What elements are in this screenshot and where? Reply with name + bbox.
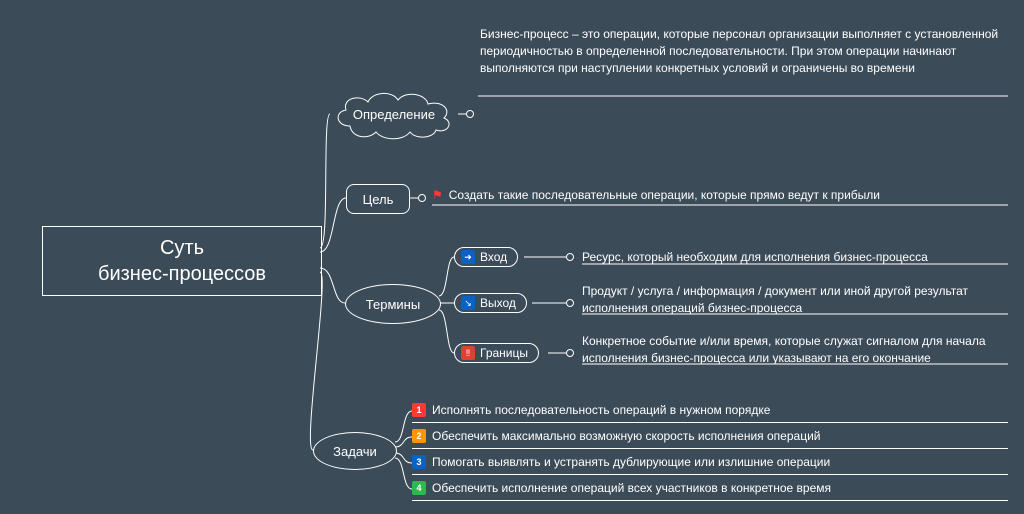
- node-definition-label: Определение: [353, 107, 435, 122]
- connector-dot: [566, 253, 574, 261]
- pill-bounds: ‼ Границы: [454, 343, 539, 363]
- task-2-text: Обеспечить максимально возможную скорост…: [432, 429, 820, 443]
- pill-bounds-label: Границы: [480, 346, 528, 360]
- connector-dot: [418, 194, 426, 202]
- connector-dot: [566, 349, 574, 357]
- arrow-out-icon: ↘: [461, 296, 475, 310]
- connector-dot: [466, 110, 474, 118]
- pill-input-label: Вход: [480, 250, 507, 264]
- goal-description: Создать такие последовательные операции,…: [449, 188, 880, 202]
- root-node: Суть бизнес-процессов: [42, 226, 322, 296]
- task-item-2: 2 Обеспечить максимально возможную скоро…: [412, 427, 1008, 449]
- root-label-line1: Суть: [160, 235, 204, 261]
- pill-output-label: Выход: [480, 296, 516, 310]
- node-tasks: Задачи: [313, 432, 397, 470]
- root-label-line2: бизнес-процессов: [98, 261, 266, 287]
- node-terms: Термины: [345, 284, 441, 324]
- node-definition: Определение: [330, 88, 458, 140]
- pill-bounds-desc: Конкретное событие и/или время, которые …: [582, 333, 1012, 367]
- pill-output: ↘ Выход: [454, 293, 527, 313]
- arrow-right-icon: ➜: [461, 250, 475, 264]
- pill-input: ➜ Вход: [454, 247, 518, 267]
- badge-3: 3: [412, 455, 426, 469]
- flag-icon: ⚑: [432, 188, 443, 202]
- task-1-text: Исполнять последовательность операций в …: [432, 403, 770, 417]
- badge-2: 2: [412, 429, 426, 443]
- node-goal: Цель: [346, 184, 410, 214]
- task-item-1: 1 Исполнять последовательность операций …: [412, 401, 1008, 423]
- task-4-text: Обеспечить исполнение операций всех учас…: [432, 481, 831, 495]
- badge-4: 4: [412, 481, 426, 495]
- alert-icon: ‼: [461, 346, 475, 360]
- badge-1: 1: [412, 403, 426, 417]
- definition-description: Бизнес-процесс – это операции, которые п…: [480, 26, 1000, 76]
- task-3-text: Помогать выявлять и устранять дублирующи…: [432, 455, 830, 469]
- pill-output-desc: Продукт / услуга / информация / документ…: [582, 283, 1012, 317]
- node-terms-label: Термины: [366, 297, 420, 312]
- pill-input-desc: Ресурс, который необходим для исполнения…: [582, 249, 1012, 266]
- goal-description-row: ⚑ Создать такие последовательные операци…: [432, 186, 1008, 207]
- connector-dot: [566, 299, 574, 307]
- task-item-3: 3 Помогать выявлять и устранять дублирую…: [412, 453, 1008, 475]
- node-tasks-label: Задачи: [333, 444, 377, 459]
- task-item-4: 4 Обеспечить исполнение операций всех уч…: [412, 479, 1008, 501]
- node-goal-label: Цель: [363, 192, 394, 207]
